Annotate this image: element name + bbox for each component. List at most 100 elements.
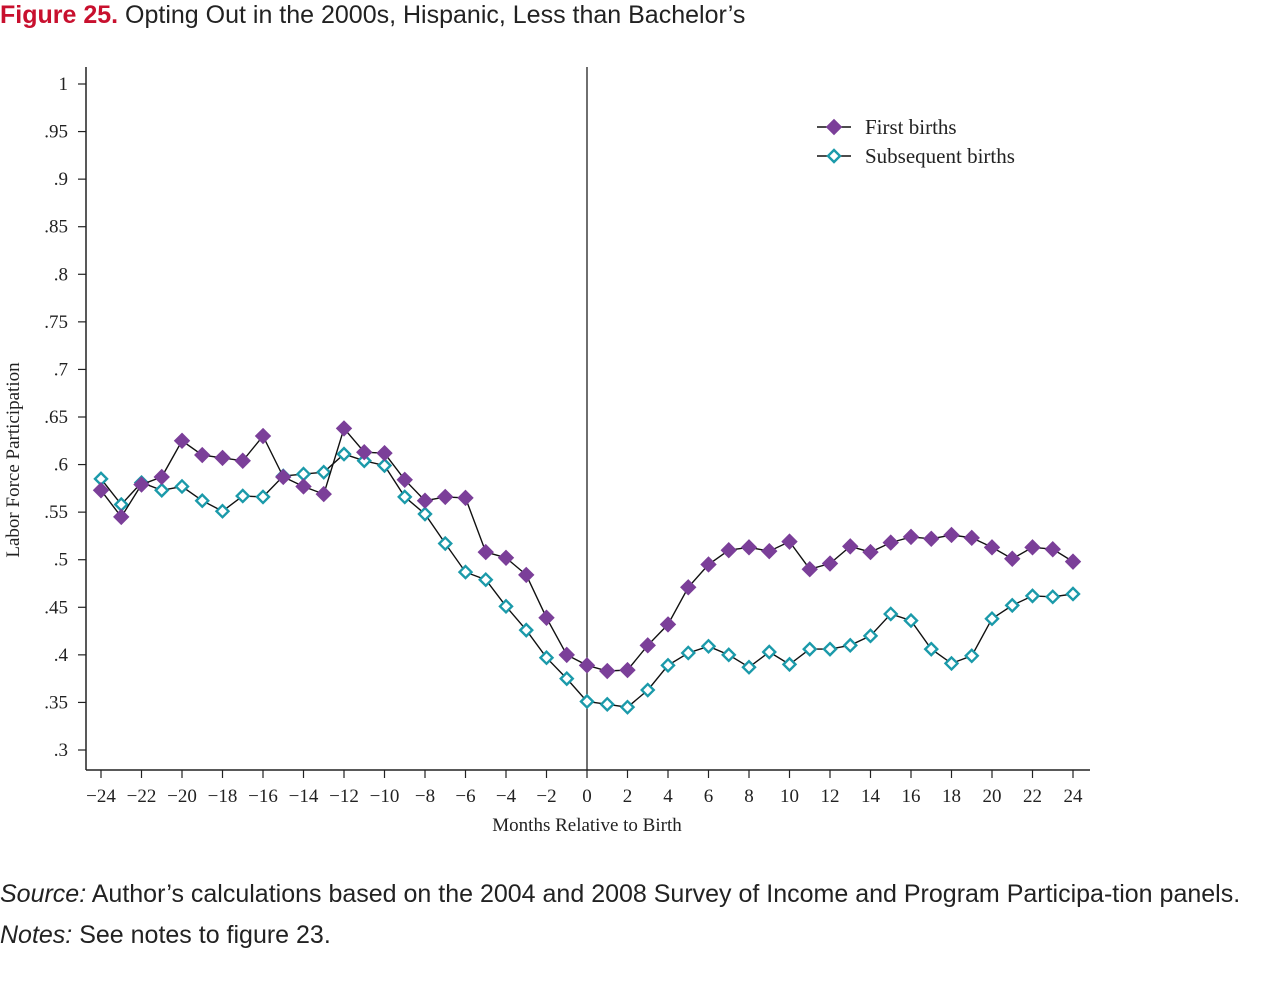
first-births-point [113,508,130,526]
chart-series [92,420,1082,715]
subsequent-births-point [680,645,696,661]
x-tick-label: 4 [663,786,673,807]
subsequent-births-point [822,641,838,657]
y-tick-label: .75 [44,312,68,333]
subsequent-births-point [376,457,393,474]
legend-item-subsequent-births: Subsequent births [817,144,1015,168]
x-tick-label: −14 [289,786,319,807]
x-tick-label: 16 [902,786,921,807]
first-births-point [558,646,575,664]
subsequent-births-point [559,670,575,687]
subsequent-births-point [802,641,818,657]
first-births-point [578,657,596,674]
subsequent-births-point [437,535,453,552]
y-tick-label: .95 [44,122,68,143]
y-tick-label: .55 [44,502,68,523]
x-tick-label: 18 [942,786,961,807]
subsequent-births-point [518,622,534,638]
figure-number: Figure 25. [0,1,119,29]
x-tick-label: −16 [248,786,278,807]
first-births-point [356,443,373,461]
first-births-point [659,616,677,633]
y-tick-label: .35 [44,692,68,713]
y-tick-label: .9 [54,169,68,190]
x-tick-label: −10 [370,786,400,807]
x-tick-label: −6 [455,786,475,807]
subsequent-births-point [761,644,777,660]
first-births-point [396,471,413,489]
legend-label: First births [865,115,957,139]
subsequent-births-point [660,657,676,674]
first-births-point [416,492,434,509]
first-births-point [700,556,717,573]
figure-title: Figure 25. Opting Out in the 2000s, Hisp… [0,0,745,30]
y-tick-label: .45 [44,597,68,618]
subsequent-births-point [356,453,372,469]
y-tick-label: .5 [54,550,68,571]
subsequent-births-point [478,571,494,588]
subsequent-births-point [883,606,899,622]
x-tick-label: 10 [780,786,799,807]
first-births-point [295,478,312,495]
x-tick-label: 22 [1023,786,1042,807]
notes-line: Notes: See notes to figure 23. [0,915,1276,956]
legend-marker [825,118,843,136]
first-births-point [437,488,454,506]
subsequent-births-point [194,493,210,509]
subsequent-births-point [174,478,190,495]
first-births-point [335,420,353,437]
source-label: Source: [0,880,87,908]
first-births-point [842,538,859,555]
x-tick-label: 24 [1064,786,1084,807]
first-births-series [92,420,1082,680]
first-births-point [477,543,494,561]
y-tick-label: .4 [54,645,69,666]
line-chart: .3.35.4.45.5.55.6.65.7.75.8.85.9.951−24−… [3,67,1090,836]
first-births-point [133,476,150,493]
first-births-point [518,566,535,584]
subsequent-births-point [457,564,474,580]
y-tick-label: .65 [44,407,68,428]
x-tick-label: −22 [127,786,157,807]
first-births-point [275,468,292,486]
subsequent-births-series [93,446,1081,715]
subsequent-births-point [721,647,737,663]
notes-label: Notes: [0,921,73,949]
y-tick-label: .8 [54,264,68,285]
subsequent-births-point [842,637,858,654]
source-note: Source: Author’s calculations based on t… [0,874,1276,915]
x-tick-label: −18 [208,786,238,807]
first-births-point [254,427,272,445]
first-births-point [882,534,899,551]
first-births-point [862,543,879,561]
y-axis-label: Labor Force Participation [3,362,24,558]
first-births-point [801,561,818,578]
first-births-point [720,541,737,559]
y-tick-label: .6 [54,455,68,476]
figure-title-text: Opting Out in the 2000s, Hispanic, Less … [125,1,746,29]
y-tick-label: .7 [54,359,68,380]
subsequent-births-point [214,503,231,519]
x-tick-label: 12 [821,786,840,807]
subsequent-births-point [397,489,413,505]
subsequent-births-point [741,659,757,675]
first-births-point [153,468,170,486]
subsequent-births-point [1004,597,1020,614]
first-births-point [740,539,758,556]
subsequent-births-point [417,506,433,522]
first-births-point [173,432,191,449]
subsequent-births-point [599,696,615,713]
subsequent-births-point [538,650,555,666]
subsequent-births-point [943,655,960,672]
subsequent-births-point [984,611,1000,627]
notes-text: See notes to figure 23. [79,921,331,949]
first-births-point [963,529,980,547]
x-tick-label: −20 [167,786,197,807]
x-tick-label: −24 [86,786,116,807]
x-tick-label: −4 [496,786,517,807]
first-births-point [214,449,231,467]
figure-notes: Source: Author’s calculations based on t… [0,874,1276,956]
first-births-point [234,452,251,469]
first-births-point [194,446,211,464]
subsequent-births-point [640,682,656,698]
